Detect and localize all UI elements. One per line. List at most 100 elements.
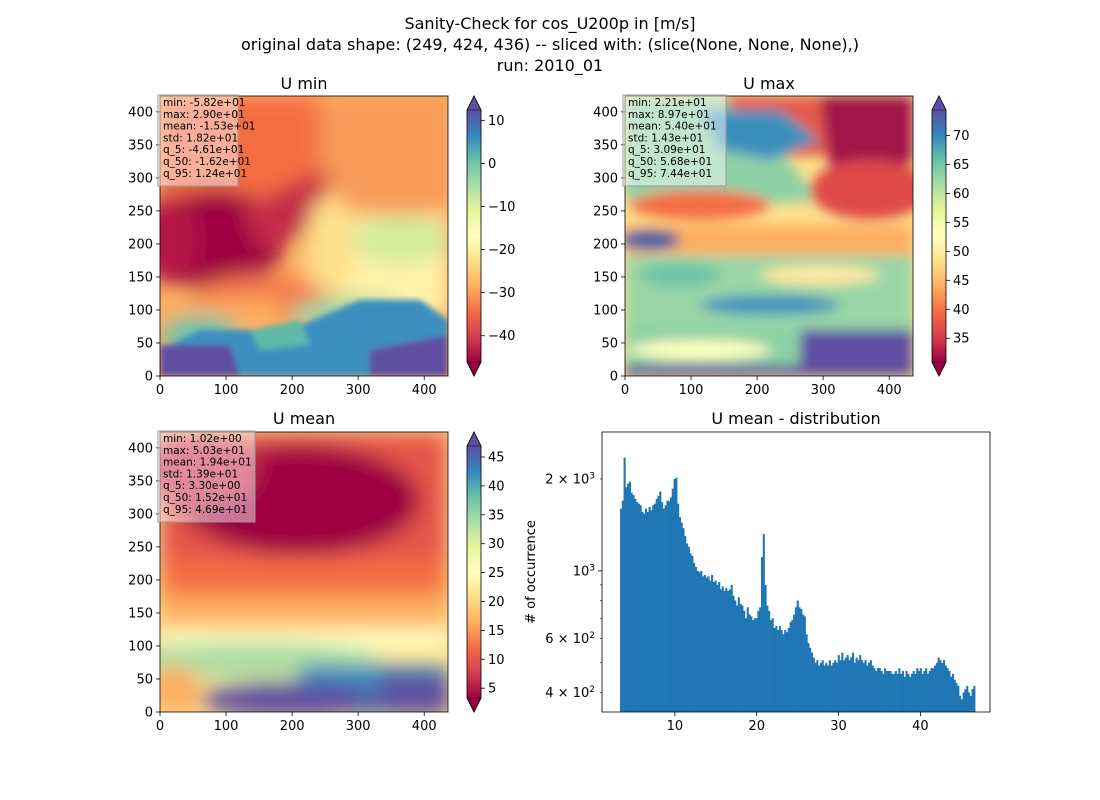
histogram-bar [803, 616, 806, 712]
histogram-bar [821, 660, 824, 712]
histogram-bar [762, 534, 765, 712]
x-axis: 0 100 200 300 400 [621, 376, 902, 398]
y-tick-label: 200 [128, 573, 153, 588]
histogram-bar [782, 634, 785, 712]
colorbar-tick-label: 5 [488, 682, 496, 697]
histogram-bar [909, 676, 912, 712]
colorbar-extend-max [466, 431, 482, 447]
histogram-bar [764, 584, 767, 712]
histogram-bar [682, 528, 685, 712]
y-tick-label: 100 [128, 639, 153, 654]
y-tick-label: 2 × 103 [545, 471, 595, 487]
histogram-bar [621, 500, 624, 712]
histogram-bar [714, 580, 717, 712]
histogram-bar [916, 668, 919, 712]
stats-line: max: 5.03e+01 [163, 445, 245, 457]
x-tick-label: 400 [412, 383, 437, 398]
histogram-bar [643, 513, 646, 712]
histogram-bar [830, 665, 833, 712]
y-tick-label: 400 [128, 441, 153, 456]
stats-line: q_5: -4.61e+01 [163, 144, 244, 156]
histogram-bar [677, 503, 680, 712]
figure-run-label: run: 2010_01 [497, 56, 603, 76]
histogram-bar [659, 491, 662, 712]
histogram-bar [743, 610, 746, 712]
histogram-bar [739, 603, 742, 712]
y-tick-label: 50 [601, 336, 618, 351]
colorbar-tick-label: 40 [488, 479, 505, 494]
histogram-bar [650, 510, 653, 712]
histogram-bar [973, 685, 976, 712]
histogram-bar [662, 508, 665, 712]
x-axis: 0 100 200 300 400 [156, 376, 437, 398]
colorbar-tick-label: −40 [488, 329, 515, 344]
histogram-bar [628, 481, 632, 712]
colorbar-extend-max [931, 95, 947, 111]
colorbar-tick-label: 25 [488, 566, 505, 581]
histogram-bar [971, 689, 974, 712]
histogram-bar [887, 671, 890, 712]
histogram-bar [855, 657, 858, 712]
x-tick-label: 200 [280, 719, 305, 734]
histogram-bar [857, 660, 860, 712]
histogram-bar [711, 574, 714, 712]
histogram-bar [785, 632, 789, 712]
histogram-bar [725, 587, 728, 712]
histogram-bar [816, 660, 819, 712]
y-axis: 0 50 100 150 200 250 300 350 400 [128, 105, 160, 385]
y-tick-label: 0 [145, 706, 153, 721]
colorbar-tick-label: 35 [488, 508, 505, 523]
histogram-bar [684, 536, 687, 712]
histogram-bar [814, 662, 817, 712]
x-tick-label: 200 [280, 383, 305, 398]
histogram-bar [759, 607, 762, 712]
y-tick-label: 50 [136, 672, 153, 687]
histogram-bar [910, 673, 913, 712]
panel-title: U min [281, 74, 328, 93]
y-tick-base: 6 × 10 [545, 632, 589, 647]
histogram-bar [744, 618, 748, 712]
histogram-bar [919, 668, 922, 712]
histogram-bar [878, 668, 881, 712]
histogram-bar [862, 662, 865, 712]
histogram-bar [693, 563, 696, 712]
histogram-bar [964, 689, 967, 712]
y-tick-base: 10 [573, 564, 590, 579]
histogram-bar [703, 574, 706, 712]
histogram-bar [689, 553, 692, 712]
y-tick-label: 4 × 102 [545, 685, 595, 701]
histogram-bar [884, 668, 887, 712]
stats-line: q_50: 5.68e+01 [628, 156, 712, 168]
histogram-bar [882, 673, 885, 712]
histogram-bar [860, 660, 863, 712]
histogram-bar [721, 586, 724, 712]
histogram-bar [946, 668, 949, 712]
stats-line: min: 1.02e+00 [163, 433, 242, 445]
histogram-bar [671, 488, 674, 712]
y-axis-label: # of occurrence [524, 520, 539, 624]
histogram-bar [907, 673, 910, 712]
histogram-bar [769, 620, 772, 712]
histogram-bar [918, 671, 921, 712]
histogram-bar [620, 508, 623, 712]
histogram-bar [898, 668, 901, 712]
colorbar-tick-label: 40 [953, 303, 970, 318]
histogram-bar [871, 665, 874, 712]
y-tick-label: 100 [593, 303, 618, 318]
histogram-bar [932, 668, 935, 712]
histogram-bar [787, 628, 790, 712]
histogram-bar [912, 671, 915, 712]
colorbar-outline [466, 95, 482, 377]
histogram-bar [655, 498, 658, 712]
colorbar-tick-label: 45 [488, 450, 505, 465]
histogram-bar [686, 543, 689, 712]
histogram-bar [741, 605, 744, 712]
histogram-bar [948, 671, 951, 712]
histogram-bar [848, 660, 851, 712]
colorbar-tick-label: 70 [953, 129, 970, 144]
histogram-bar [818, 665, 821, 712]
histogram-bar [716, 584, 719, 712]
histogram-bar [735, 605, 739, 712]
